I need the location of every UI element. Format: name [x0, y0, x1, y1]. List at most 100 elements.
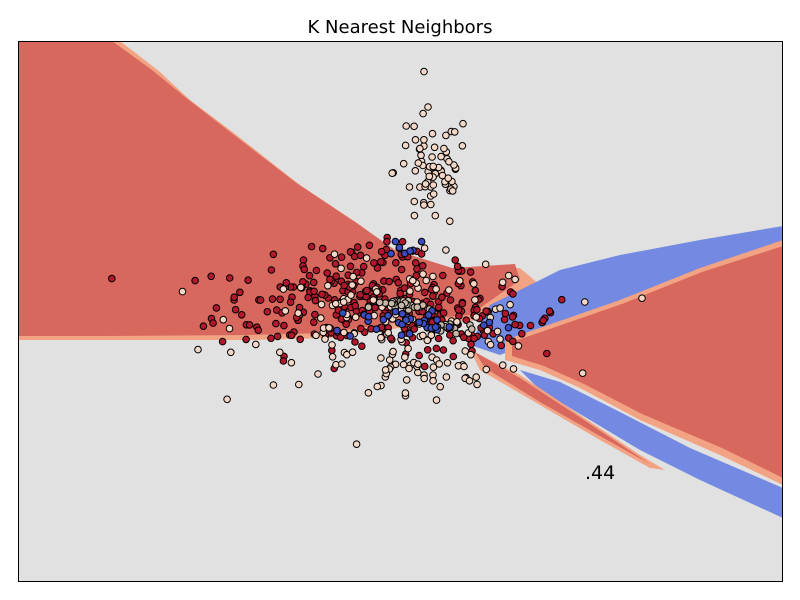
scatter-point-red — [508, 313, 517, 321]
region-red-lower-wedge-fill — [475, 352, 650, 464]
scatter-point-red — [351, 301, 360, 310]
scatter-point-red — [346, 262, 355, 271]
scatter-point-red — [446, 331, 454, 339]
scatter-point-light — [416, 144, 424, 153]
scatter-point-light — [429, 272, 437, 281]
scatter-point-red — [500, 315, 509, 324]
scatter-point-light — [414, 360, 422, 369]
scatter-point-red — [231, 305, 240, 314]
scatter-point-red — [397, 265, 406, 274]
scatter-point-red — [539, 316, 548, 325]
scatter-point-light — [287, 358, 296, 367]
scatter-point-light — [411, 136, 420, 144]
scatter-point-light — [436, 382, 445, 391]
scatter-point-red — [413, 265, 421, 273]
scatter-point-light — [401, 141, 410, 150]
scatter-point-light — [432, 396, 441, 404]
scatter-point-red — [209, 319, 217, 327]
scatter-point-red — [353, 243, 362, 251]
scatter-point-blue — [391, 307, 400, 316]
scatter-point-tan — [375, 298, 384, 307]
scatter-point-light — [194, 345, 202, 354]
scatter-point-light — [442, 131, 450, 140]
scatter-point-light — [453, 318, 461, 326]
scatter-point-light — [499, 361, 507, 370]
scatter-point-light — [377, 354, 385, 362]
scatter-point-red — [471, 286, 480, 295]
scatter-point-red — [473, 305, 481, 314]
scatter-point-red — [323, 269, 332, 277]
scatter-point-light — [369, 296, 378, 304]
scatter-point-red — [526, 321, 535, 330]
scatter-point-blue — [405, 330, 414, 338]
scatter-point-light — [404, 344, 412, 353]
scatter-point-light — [348, 281, 357, 289]
scatter-point-light — [493, 327, 502, 336]
scatter-point-red — [383, 237, 391, 246]
scatter-point-red — [497, 341, 506, 350]
scatter-point-light — [377, 333, 385, 342]
scatter-point-red — [287, 331, 296, 340]
scatter-point-light — [472, 313, 481, 321]
scatter-point-light — [279, 285, 288, 293]
scatter-point-light — [349, 272, 357, 281]
scatter-point-red — [256, 296, 265, 304]
scatter-point-red — [267, 266, 276, 274]
scatter-point-light — [419, 109, 427, 118]
scatter-point-red — [359, 262, 368, 271]
scatter-point-blue — [391, 237, 400, 246]
scatter-point-red — [558, 295, 566, 304]
scatter-point-light — [509, 365, 518, 373]
scatter-point-red — [307, 242, 316, 251]
scatter-point-light — [428, 153, 436, 161]
scatter-point-light — [312, 331, 320, 340]
scatter-point-blue — [504, 323, 513, 332]
scatter-point-light — [450, 128, 459, 136]
scatter-point-light — [352, 440, 361, 449]
scatter-point-red — [509, 290, 517, 298]
scatter-point-light — [417, 151, 425, 160]
scatter-point-light — [461, 347, 470, 355]
scatter-point-light — [446, 217, 454, 225]
scatter-point-red — [272, 319, 280, 328]
scatter-point-red — [326, 275, 334, 284]
scatter-point-light — [399, 360, 408, 369]
scatter-point-light — [429, 363, 438, 372]
scatter-point-red — [432, 344, 441, 353]
scatter-point-red — [332, 272, 341, 281]
scatter-point-red — [304, 293, 313, 302]
scatter-point-light — [384, 328, 393, 337]
scatter-point-red — [377, 258, 385, 266]
scatter-point-light — [445, 286, 453, 294]
scatter-point-light — [420, 136, 428, 144]
scatter-point-red — [218, 337, 227, 346]
scatter-point-red — [356, 251, 365, 260]
scatter-point-red — [242, 335, 250, 344]
scatter-point-red — [236, 288, 244, 297]
scatter-point-light — [331, 299, 340, 308]
scatter-point-light — [410, 211, 419, 220]
scatter-point-light — [440, 144, 448, 153]
scatter-point-light — [421, 180, 430, 188]
scatter-point-light — [428, 129, 437, 138]
scatter-point-light — [409, 276, 417, 285]
scatter-point-light — [401, 353, 409, 362]
plot-area — [18, 41, 783, 582]
scatter-point-red — [363, 286, 371, 295]
scatter-point-light — [467, 350, 475, 359]
scatter-point-light — [506, 300, 514, 309]
scatter-point-light — [325, 324, 333, 332]
region-blue-upper — [470, 226, 783, 355]
scatter-point-light — [581, 298, 589, 306]
scatter-point-light — [314, 370, 322, 378]
scatter-point-light — [496, 304, 504, 312]
scatter-point-red — [309, 278, 318, 287]
scatter-point-red — [310, 318, 318, 327]
scatter-point-light — [357, 277, 365, 286]
scatter-point-light — [432, 285, 440, 293]
scatter-point-red — [225, 274, 234, 282]
scatter-point-light — [402, 376, 411, 384]
scatter-point-red — [331, 260, 340, 268]
scatter-point-light — [638, 294, 646, 303]
scatter-point-red — [453, 262, 462, 271]
